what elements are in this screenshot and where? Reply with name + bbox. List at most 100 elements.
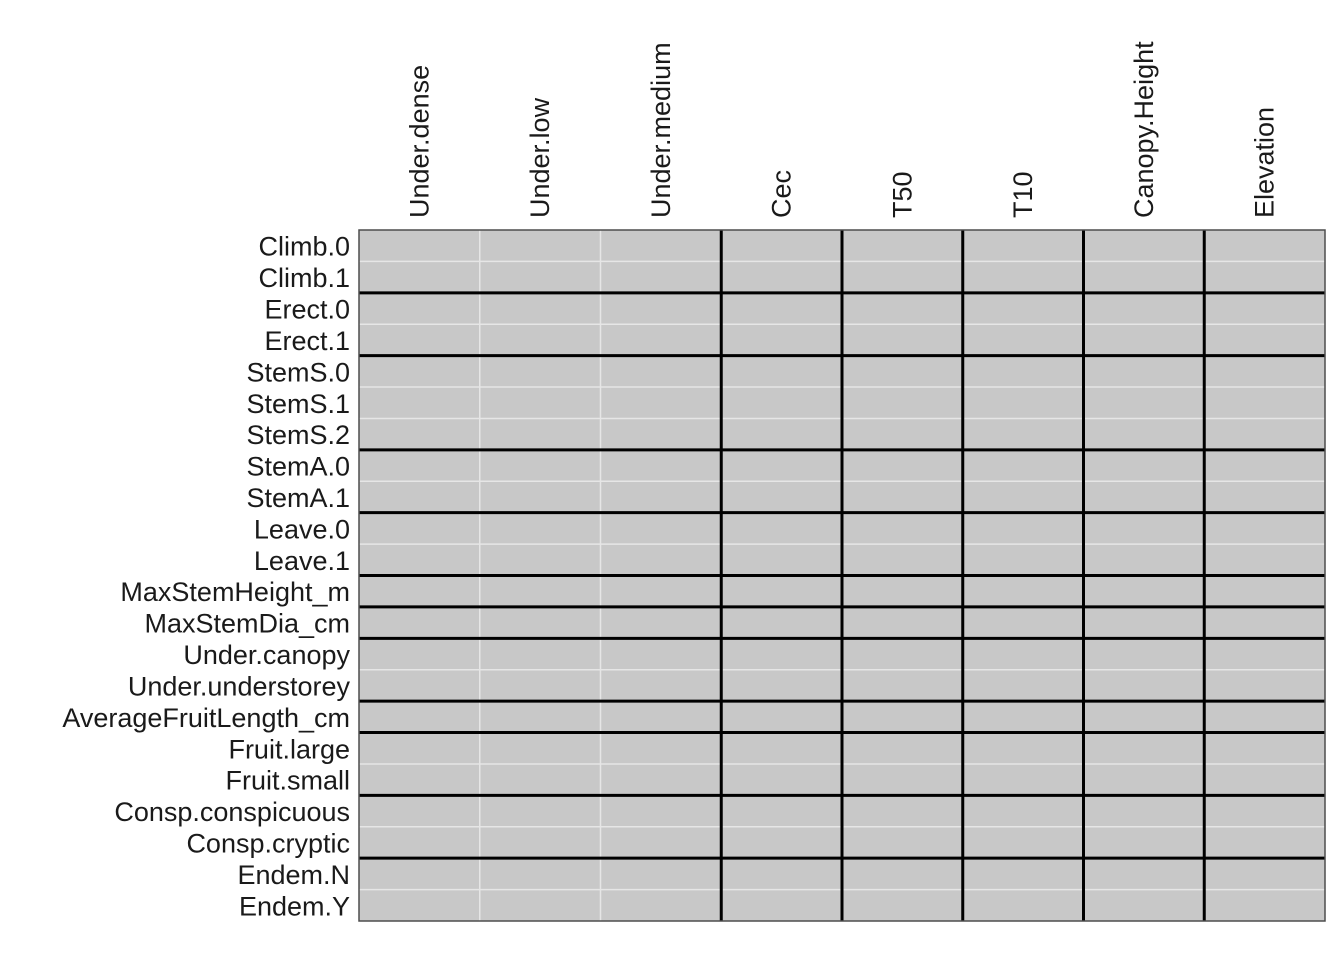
- column-label-Canopy.Height: Canopy.Height: [1129, 41, 1159, 218]
- heatmap-border: [358, 229, 1326, 922]
- heatmap-cell-Climb.0-Cec: [721, 230, 842, 262]
- heatmap-cell-Leave.1-Under.medium: [600, 544, 722, 576]
- heatmap-cell-StemA.1-Cec: [721, 481, 842, 513]
- heatmap-cell-Consp.conspicuous-Cec: [721, 795, 842, 827]
- heatmap-cell-Fruit.large-Under.dense: [359, 732, 480, 764]
- heatmap-cell-Fruit.large-Canopy.Height: [1083, 732, 1205, 764]
- heatmap-cell-Endem.Y-Under.low: [479, 889, 601, 921]
- heatmap-cell-Endem.Y-T50: [842, 889, 963, 921]
- heatmap-cell-StemS.2-Cec: [721, 418, 842, 450]
- heatmap-cell-Consp.conspicuous-Canopy.Height: [1083, 795, 1205, 827]
- heatmap-cell-Erect.0-Under.dense: [359, 292, 480, 325]
- heatmap-cell-AverageFruitLength_cm-Under.dense: [359, 701, 480, 733]
- heatmap-cell-Endem.N-Canopy.Height: [1083, 858, 1205, 890]
- heatmap-cell-Leave.0-Cec: [721, 512, 842, 545]
- row-label-Consp.cryptic: Consp.cryptic: [186, 828, 350, 858]
- heatmap-cell-AverageFruitLength_cm-Cec: [721, 701, 842, 733]
- heatmap-cell-StemS.0-T10: [962, 355, 1084, 388]
- heatmap-cell-Endem.Y-Cec: [721, 889, 842, 921]
- heatmap-cell-Fruit.small-Elevation: [1204, 763, 1325, 796]
- heatmap-cell-MaxStemDia_cm-Cec: [721, 606, 842, 639]
- heatmap-cell-StemA.0-T10: [962, 449, 1084, 482]
- heatmap-cell-Consp.cryptic-T50: [842, 826, 963, 859]
- heatmap-cell-StemA.0-Canopy.Height: [1083, 449, 1205, 482]
- heatmap-cell-Consp.conspicuous-Under.dense: [359, 795, 480, 827]
- heatmap-cell-Leave.0-Under.dense: [359, 512, 480, 545]
- heatmap-cell-Endem.Y-Elevation: [1204, 889, 1325, 921]
- heatmap-cell-StemS.0-Under.dense: [359, 355, 480, 388]
- heatmap-cell-Climb.0-Canopy.Height: [1083, 230, 1205, 262]
- heatmap-cell-MaxStemHeight_m-Elevation: [1204, 575, 1325, 607]
- heatmap-cell-StemS.2-Canopy.Height: [1083, 418, 1205, 450]
- heatmap-cell-Under.understorey-Under.dense: [359, 669, 480, 702]
- heatmap-cell-Erect.0-Canopy.Height: [1083, 292, 1205, 325]
- heatmap-cell-StemS.2-T10: [962, 418, 1084, 450]
- heatmap-cell-Erect.0-Cec: [721, 292, 842, 325]
- heatmap-cell-Consp.cryptic-Canopy.Height: [1083, 826, 1205, 859]
- heatmap-cell-StemS.1-Under.medium: [600, 387, 722, 419]
- heatmap-cell-StemS.1-Under.low: [479, 387, 601, 419]
- heatmap-cell-Climb.1-Cec: [721, 261, 842, 293]
- heatmap-cell-Endem.Y-Under.dense: [359, 889, 480, 921]
- heatmap-cell-Climb.1-Under.medium: [600, 261, 722, 293]
- heatmap-cell-Consp.cryptic-Elevation: [1204, 826, 1325, 859]
- heatmap-cell-StemA.1-T10: [962, 481, 1084, 513]
- heatmap-cell-Under.understorey-Elevation: [1204, 669, 1325, 702]
- heatmap-cell-StemS.1-T10: [962, 387, 1084, 419]
- heatmap-cell-Under.canopy-Elevation: [1204, 638, 1325, 670]
- heatmap-cell-StemA.1-Under.dense: [359, 481, 480, 513]
- row-label-StemS.2: StemS.2: [246, 420, 350, 450]
- heatmap-cell-Erect.0-Under.medium: [600, 292, 722, 325]
- heatmap-cell-StemS.0-Under.low: [479, 355, 601, 388]
- heatmap-cell-Under.canopy-Cec: [721, 638, 842, 670]
- row-label-StemS.0: StemS.0: [246, 357, 350, 387]
- heatmap-cell-Under.canopy-T10: [962, 638, 1084, 670]
- heatmap-cell-Consp.conspicuous-Under.low: [479, 795, 601, 827]
- heatmap-cell-Erect.0-T10: [962, 292, 1084, 325]
- heatmap-cell-MaxStemHeight_m-Cec: [721, 575, 842, 607]
- heatmap-cell-StemA.0-Under.medium: [600, 449, 722, 482]
- heatmap-cell-Erect.1-Elevation: [1204, 324, 1325, 356]
- heatmap-cell-Consp.conspicuous-Under.medium: [600, 795, 722, 827]
- heatmap-cell-Climb.0-T50: [842, 230, 963, 262]
- heatmap-cell-Erect.1-Cec: [721, 324, 842, 356]
- heatmap-cell-Leave.1-T50: [842, 544, 963, 576]
- heatmap-cell-MaxStemHeight_m-Under.low: [479, 575, 601, 607]
- heatmap-cell-Leave.1-Elevation: [1204, 544, 1325, 576]
- row-label-MaxStemDia_cm: MaxStemDia_cm: [144, 609, 350, 639]
- heatmap-cell-Under.canopy-Under.low: [479, 638, 601, 670]
- column-labels: Under.dense Under.low Under.medium Cec T50 T1…: [404, 41, 1279, 218]
- row-label-Climb.1: Climb.1: [258, 263, 350, 293]
- row-label-Endem.Y: Endem.Y: [239, 891, 350, 921]
- heatmap-cell-Fruit.large-Under.low: [479, 732, 601, 764]
- heatmap-cell-Climb.1-Canopy.Height: [1083, 261, 1205, 293]
- heatmap-cell-StemS.2-Under.dense: [359, 418, 480, 450]
- row-label-AverageFruitLength_cm: AverageFruitLength_cm: [62, 703, 350, 733]
- column-label-Under.dense: Under.dense: [404, 65, 434, 218]
- heatmap-cell-StemA.1-Elevation: [1204, 481, 1325, 513]
- row-label-Erect.1: Erect.1: [264, 326, 350, 356]
- heatmap-cell-StemS.1-Elevation: [1204, 387, 1325, 419]
- row-label-Fruit.small: Fruit.small: [225, 766, 350, 796]
- heatmap-cell-Fruit.small-Under.medium: [600, 763, 722, 796]
- heatmap-cell-StemA.0-Under.dense: [359, 449, 480, 482]
- heatmap-cell-StemS.2-Under.low: [479, 418, 601, 450]
- heatmap-cell-Fruit.small-T10: [962, 763, 1084, 796]
- heatmap-cell-StemS.0-T50: [842, 355, 963, 388]
- heatmap-cell-StemS.2-Under.medium: [600, 418, 722, 450]
- heatmap-cell-Leave.1-T10: [962, 544, 1084, 576]
- heatmap-cell-Under.understorey-Canopy.Height: [1083, 669, 1205, 702]
- heatmap-cell-StemA.1-T50: [842, 481, 963, 513]
- heatmap-cell-AverageFruitLength_cm-Under.medium: [600, 701, 722, 733]
- row-label-Fruit.large: Fruit.large: [228, 734, 350, 764]
- heatmap-cell-AverageFruitLength_cm-T10: [962, 701, 1084, 733]
- heatmap-cell-Erect.0-T50: [842, 292, 963, 325]
- heatmap-cell-Fruit.small-Canopy.Height: [1083, 763, 1205, 796]
- heatmap-cell-Endem.N-T10: [962, 858, 1084, 890]
- heatmap-cell-AverageFruitLength_cm-Under.low: [479, 701, 601, 733]
- heatmap-cell-Consp.cryptic-T10: [962, 826, 1084, 859]
- heatmap-cell-Erect.1-T50: [842, 324, 963, 356]
- row-label-Under.canopy: Under.canopy: [183, 640, 350, 670]
- heatmap-cell-Under.canopy-T50: [842, 638, 963, 670]
- heatmap-cell-MaxStemDia_cm-T10: [962, 606, 1084, 639]
